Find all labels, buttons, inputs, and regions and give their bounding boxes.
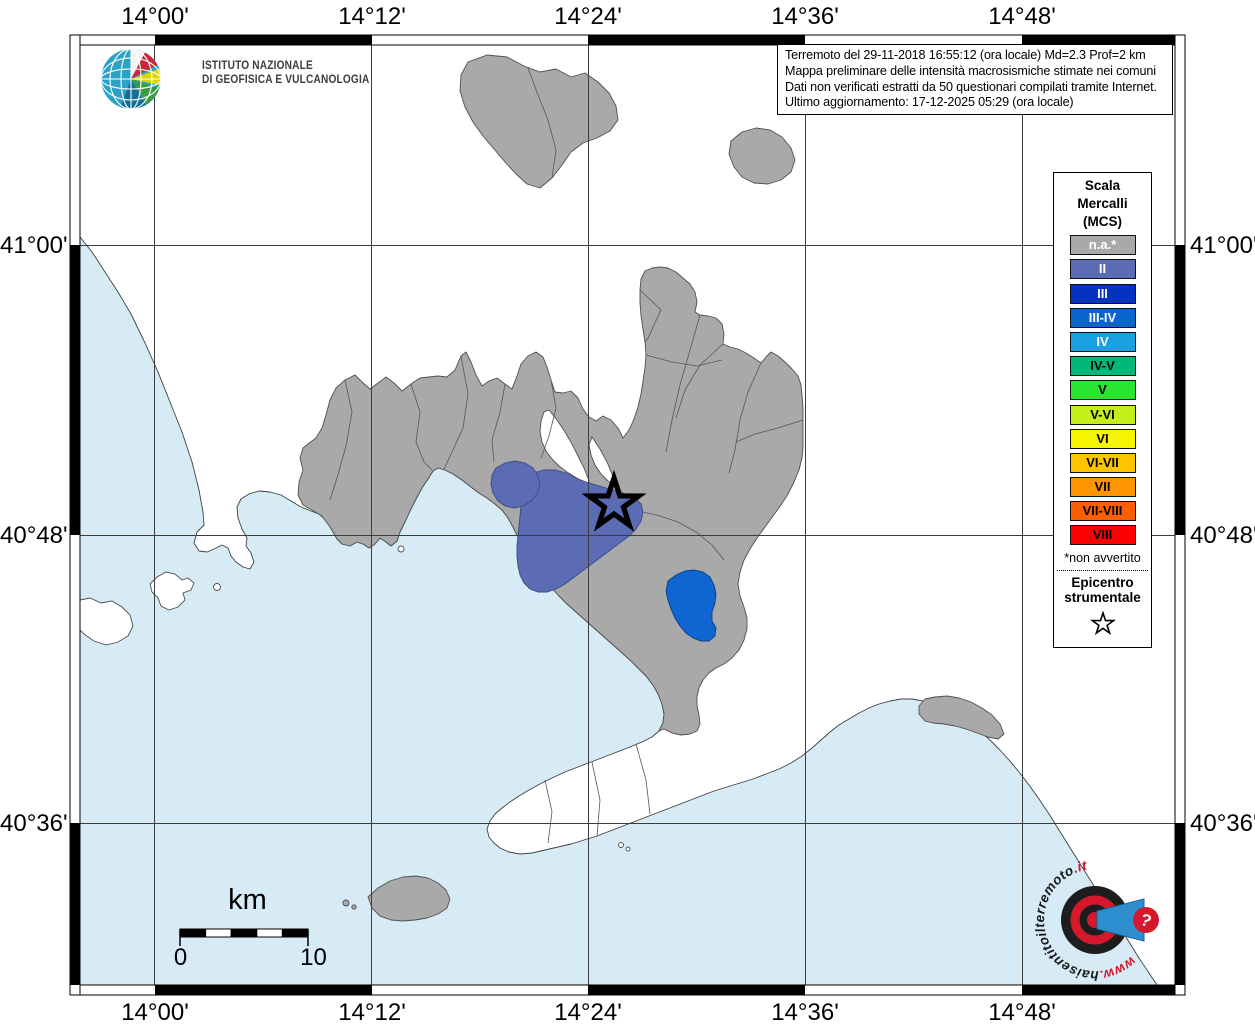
axis-label-top: 14°12' — [338, 3, 406, 30]
legend-epicenter-symbol — [1054, 610, 1151, 642]
island-ischia — [79, 597, 134, 646]
legend-item-label: V — [1098, 382, 1107, 398]
islet — [342, 899, 350, 907]
axis-label-bottom: 14°00' — [121, 999, 189, 1024]
map-frame — [69, 34, 1186, 996]
axis-label-bottom: 14°24' — [554, 999, 622, 1024]
info-line-map: Mappa preliminare delle intensità macros… — [785, 63, 1156, 78]
legend-item: IV-V — [1069, 356, 1136, 377]
axis-label-bottom: 14°12' — [338, 999, 406, 1024]
legend-item: IV — [1069, 331, 1136, 352]
island-capri — [367, 875, 451, 922]
megaphone-cone — [1096, 898, 1145, 942]
legend-item: III — [1069, 283, 1136, 304]
epicenter-star — [581, 469, 647, 532]
municipal-borders — [329, 67, 804, 844]
legend-item: VI-VII — [1069, 452, 1136, 473]
legend-item-label: VIII — [1092, 527, 1113, 543]
municipality-ii — [490, 460, 541, 509]
axis-label-bottom: 14°36' — [771, 999, 839, 1024]
ingv-wordmark-line2: DI GEOFISICA E VULCANOLOGIA — [202, 73, 370, 86]
legend-box: Scala Mercalli (MCS) n.a.* II III III-IV… — [1053, 172, 1152, 648]
info-line-event: Terremoto del 29-11-2018 16:55:12 (ora l… — [785, 48, 1146, 62]
legend-item: V — [1069, 380, 1136, 401]
legend-item: V-VI — [1069, 404, 1136, 425]
axis-label-bottom: 14°48' — [988, 999, 1056, 1024]
islands-no-data — [79, 545, 631, 852]
legend-separator — [1057, 570, 1148, 572]
legend-epicenter-title: Epicentro strumentale — [1064, 575, 1141, 606]
islet-nisida — [397, 545, 405, 553]
legend-item-label: VI — [1096, 430, 1109, 446]
star-icon — [1089, 610, 1116, 636]
watermark-logo: ? www.haisentitoilterremoto.it — [1032, 858, 1159, 983]
axis-label-right: 41°00' — [1190, 232, 1255, 259]
islet-li-galli — [625, 846, 631, 852]
legend-item: VI — [1069, 428, 1136, 449]
question-badge — [1133, 907, 1159, 933]
legend-item: II — [1069, 259, 1136, 280]
axis-label-left: 41°00' — [0, 232, 68, 259]
islet-li-galli — [618, 842, 624, 848]
axis-label-right: 40°48' — [1190, 522, 1255, 549]
island-procida — [149, 571, 195, 611]
scale-bar-start: 0 — [173, 944, 188, 971]
legend-item: n.a.* — [1069, 235, 1136, 256]
axis-label-top: 14°48' — [988, 3, 1056, 30]
axis-label-top: 14°24' — [554, 3, 622, 30]
legend-item-label: II — [1098, 261, 1107, 277]
islet — [351, 904, 357, 910]
info-line-data: Dati non verificati estratti da 50 quest… — [785, 79, 1157, 94]
scale-bar-end: 10 — [300, 944, 327, 971]
legend-item-label: V-VI — [1090, 406, 1115, 422]
legend-item: VII — [1069, 477, 1136, 498]
axis-label-right: 40°36' — [1190, 810, 1255, 837]
municipality-polygon — [918, 695, 1005, 740]
map-interior — [79, 45, 1175, 986]
legend-item-label: VII-VIII — [1082, 503, 1123, 519]
municipality-ii — [516, 469, 644, 593]
municipality-polygon — [728, 127, 796, 185]
graticule — [80, 45, 1175, 985]
legend-title: Scala Mercalli (MCS) — [1077, 178, 1128, 229]
municipality-intensity-iii-iv — [665, 569, 717, 642]
legend-item-label: IV — [1096, 333, 1109, 349]
municipalities-intensity-ii — [490, 460, 644, 593]
legend-item-label: VI-VII — [1086, 454, 1119, 470]
earthquake-info-box: Terremoto del 29-11-2018 16:55:12 (ora l… — [777, 44, 1173, 116]
municipality-polygon — [459, 54, 619, 189]
no-data-wedges — [539, 409, 616, 487]
info-line-updated: Ultimo aggiornamento: 17-12-2025 05:29 (… — [785, 95, 1074, 110]
ingv-wordmark: ISTITUTO NAZIONALE DI GEOFISICA E VULCAN… — [202, 60, 369, 87]
legend-footnote: *non avvertito — [1064, 551, 1141, 566]
ingv-globe-logo — [101, 49, 161, 109]
axis-label-left: 40°48' — [0, 522, 68, 549]
axis-label-top: 14°36' — [771, 3, 839, 30]
axis-label-top: 14°00' — [121, 3, 189, 30]
legend-item-label: III-IV — [1088, 309, 1117, 325]
legend-item: VII-VIII — [1069, 501, 1136, 522]
ingv-wordmark-line1: ISTITUTO NAZIONALE — [202, 60, 313, 72]
legend-item-label: VII — [1094, 479, 1111, 495]
legend-item-label: III — [1097, 285, 1108, 301]
legend-item: III-IV — [1069, 307, 1136, 328]
legend-item-label: n.a.* — [1088, 237, 1117, 253]
islet — [213, 583, 221, 591]
legend-item-label: IV-V — [1090, 358, 1115, 374]
legend-item: VIII — [1069, 525, 1136, 546]
scale-bar-unit: km — [228, 884, 267, 916]
scale-bar — [179, 928, 309, 946]
axis-label-left: 40°36' — [0, 810, 68, 837]
